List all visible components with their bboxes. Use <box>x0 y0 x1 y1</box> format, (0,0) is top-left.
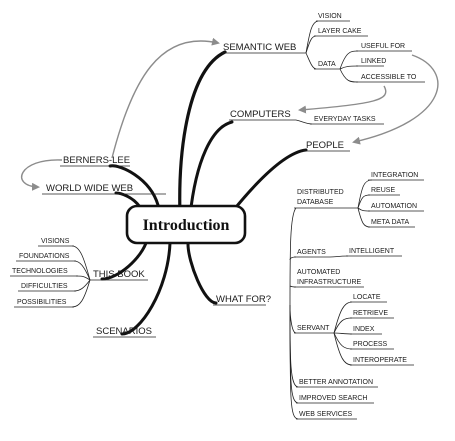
servant-label: SERVANT <box>297 325 330 332</box>
branch-people <box>230 148 308 214</box>
www-label: WORLD WIDE WEB <box>46 183 133 194</box>
servant-item-4: INTEROPERATE <box>353 357 407 364</box>
what-for-subbranches <box>289 179 424 420</box>
arrow-berners-lee-to-www <box>21 159 63 191</box>
this-book-label: THIS BOOK <box>93 269 145 280</box>
arrow-data-to-computers <box>298 85 387 114</box>
arrow-berners-lee-to-semantic-web <box>111 37 220 159</box>
servant-item-1: RETRIEVE <box>353 310 388 317</box>
computers-subbranch <box>295 119 384 125</box>
dd-item-0: INTEGRATION <box>371 172 418 179</box>
branch-computers <box>188 120 234 218</box>
this-book-subbranches <box>10 245 91 308</box>
distributed-label: DISTRIBUTED <box>297 189 344 196</box>
berners-lee-label: BERNERS-LEE <box>63 155 130 166</box>
useful-for-label: USEFUL FOR <box>361 43 405 50</box>
accessible-to-label: ACCESSIBLE TO <box>361 74 417 81</box>
labels: SEMANTIC WEB VISION LAYER CAKE DATA USEF… <box>12 13 418 418</box>
computers-label: COMPUTERS <box>230 109 291 120</box>
other-item-2: WEB SERVICES <box>299 411 352 418</box>
branch-semantic-web <box>178 50 227 218</box>
infrastructure-label: INFRASTRUCTURE <box>297 279 361 286</box>
branch-scenarios <box>120 241 172 336</box>
center-label: Introduction <box>143 217 230 234</box>
layer-cake-label: LAYER CAKE <box>318 28 362 35</box>
data-label: DATA <box>318 61 336 68</box>
other-item-0: BETTER ANNOTATION <box>299 379 373 386</box>
automated-label: AUTOMATED <box>297 269 340 276</box>
branch-what-for <box>186 242 218 305</box>
other-item-1: IMPROVED SEARCH <box>299 395 367 402</box>
people-label: PEOPLE <box>306 140 344 151</box>
main-branches <box>100 50 308 336</box>
servant-item-2: INDEX <box>353 326 375 333</box>
this-book-item-4: POSSIBILITIES <box>17 299 67 306</box>
branch-this-book <box>100 238 149 281</box>
dd-item-2: AUTOMATION <box>371 203 417 210</box>
vision-label: VISION <box>318 13 342 20</box>
agents-label: AGENTS <box>297 249 326 256</box>
this-book-item-2: TECHNOLOGIES <box>12 268 68 275</box>
cross-links <box>21 37 439 191</box>
dd-item-1: REUSE <box>371 187 395 194</box>
linked-label: LINKED <box>361 58 386 65</box>
semantic-web-label: SEMANTIC WEB <box>223 42 296 53</box>
branch-www <box>114 191 142 209</box>
intelligent-label: INTELLIGENT <box>349 248 395 255</box>
this-book-item-0: VISIONS <box>41 238 70 245</box>
center-node: Introduction <box>125 204 247 245</box>
dd-item-3: META DATA <box>371 219 409 226</box>
arrow-data-to-people <box>352 54 439 145</box>
this-book-item-3: DIFFICULTIES <box>21 283 68 290</box>
servant-item-0: LOCATE <box>353 294 381 301</box>
main-underlines <box>42 52 350 338</box>
scenarios-label: SCENARIOS <box>96 326 152 337</box>
servant-item-3: PROCESS <box>353 341 388 348</box>
database-label: DATABASE <box>297 199 334 206</box>
this-book-item-1: FOUNDATIONS <box>19 253 70 260</box>
semantic-web-subbranches <box>305 20 425 83</box>
what-for-label: WHAT FOR? <box>216 294 271 305</box>
everyday-tasks-label: EVERYDAY TASKS <box>314 116 376 123</box>
